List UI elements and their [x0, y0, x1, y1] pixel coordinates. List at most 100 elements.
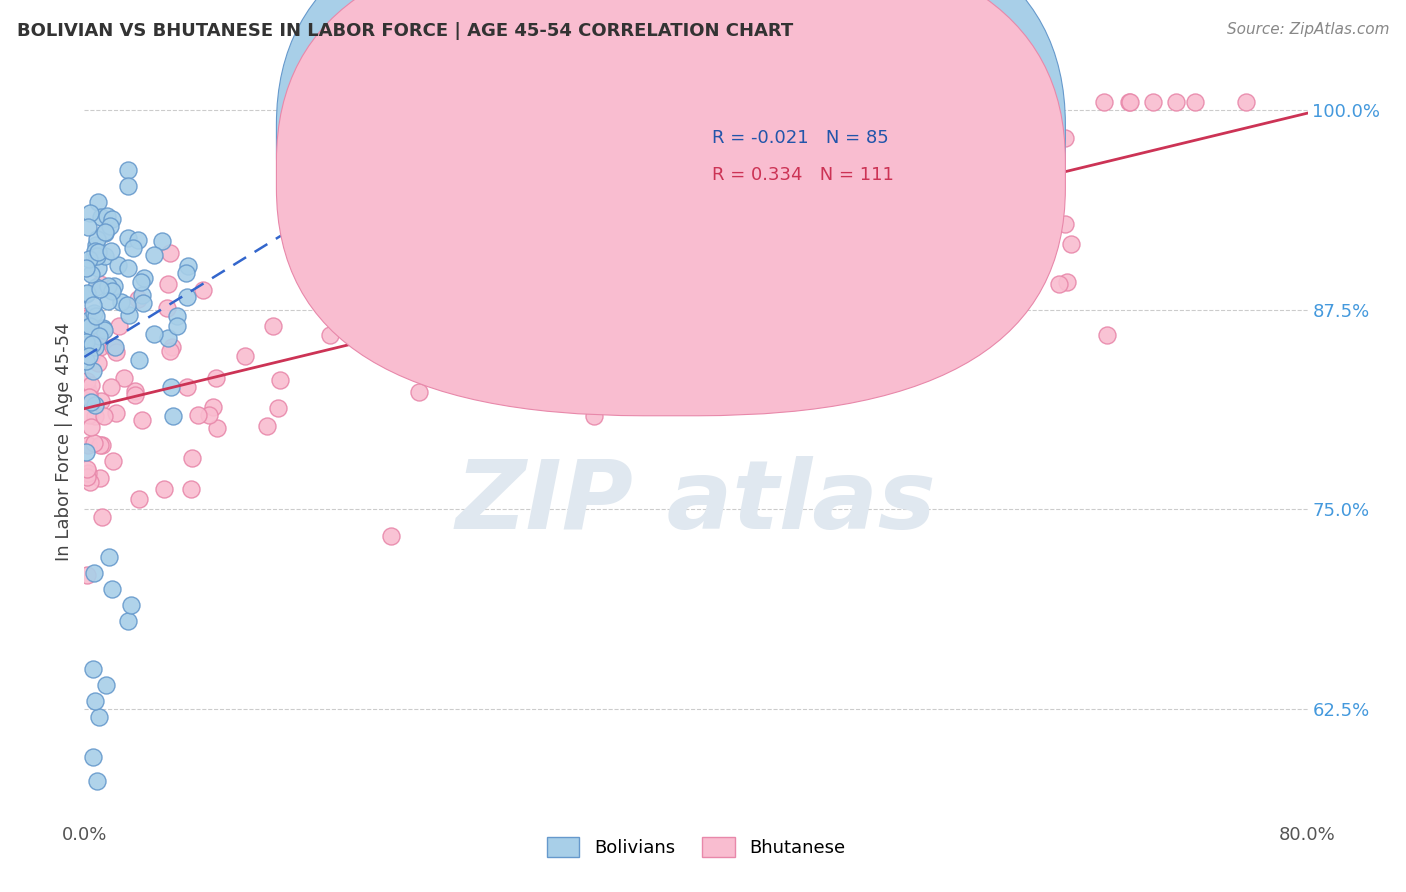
- Point: [87, 329, 110, 343]
- Point: [83, 398, 105, 412]
- Point: [582, 409, 605, 423]
- Point: [1026, 187, 1049, 202]
- Point: [157, 277, 180, 292]
- Point: [235, 349, 257, 363]
- Point: [77, 391, 100, 405]
- Point: [269, 373, 291, 387]
- Point: [94, 226, 117, 240]
- Point: [187, 408, 209, 422]
- Point: [678, 240, 700, 254]
- Point: [267, 401, 290, 416]
- Point: [75, 321, 97, 335]
- Legend: Bolivians, Bhutanese: Bolivians, Bhutanese: [540, 830, 852, 864]
- Point: [127, 293, 149, 307]
- Point: [82, 337, 104, 351]
- Point: [96, 678, 118, 692]
- Point: [115, 297, 138, 311]
- Point: [666, 214, 689, 228]
- Point: [83, 306, 105, 320]
- Point: [83, 436, 105, 450]
- Point: [127, 233, 149, 247]
- Point: [457, 264, 479, 278]
- Point: [77, 252, 100, 267]
- Point: [76, 311, 98, 326]
- Point: [107, 259, 129, 273]
- Text: R = 0.334   N = 111: R = 0.334 N = 111: [711, 166, 894, 184]
- Point: [100, 244, 122, 258]
- Point: [197, 409, 219, 423]
- Point: [84, 238, 107, 252]
- Point: [76, 374, 98, 388]
- Text: R = -0.021   N = 85: R = -0.021 N = 85: [711, 129, 889, 147]
- Point: [75, 261, 97, 276]
- Point: [659, 277, 682, 291]
- Point: [101, 582, 124, 597]
- Point: [77, 438, 100, 452]
- Point: [90, 438, 112, 452]
- Point: [156, 301, 179, 315]
- Point: [117, 231, 139, 245]
- Point: [82, 298, 104, 312]
- Point: [83, 249, 105, 263]
- Point: [76, 380, 98, 394]
- Point: [108, 318, 131, 333]
- Point: [162, 409, 184, 424]
- Point: [180, 450, 202, 465]
- Point: [79, 475, 101, 490]
- Point: [128, 491, 150, 506]
- Point: [122, 241, 145, 255]
- Point: [522, 357, 544, 371]
- Point: [96, 209, 118, 223]
- Point: [91, 321, 114, 335]
- Point: [131, 413, 153, 427]
- Point: [79, 206, 101, 220]
- Point: [75, 286, 97, 301]
- Point: [80, 419, 103, 434]
- Point: [90, 394, 112, 409]
- Point: [1164, 95, 1187, 110]
- Point: [1056, 275, 1078, 289]
- Point: [159, 380, 181, 394]
- Point: [555, 238, 578, 252]
- Point: [79, 319, 101, 334]
- Point: [118, 308, 141, 322]
- Point: [408, 264, 430, 278]
- Point: [117, 260, 139, 275]
- Point: [80, 325, 103, 339]
- Point: [262, 318, 284, 333]
- Point: [863, 254, 886, 268]
- Point: [1043, 155, 1066, 169]
- Point: [89, 277, 111, 292]
- Point: [928, 266, 950, 280]
- Point: [84, 244, 107, 258]
- Point: [1053, 218, 1076, 232]
- Point: [1184, 95, 1206, 110]
- Point: [177, 259, 200, 273]
- Point: [97, 278, 120, 293]
- Point: [84, 309, 107, 323]
- Point: [77, 386, 100, 401]
- Point: [124, 388, 146, 402]
- Point: [143, 326, 166, 341]
- Point: [100, 284, 122, 298]
- Point: [1119, 95, 1142, 110]
- Point: [82, 749, 104, 764]
- Point: [104, 345, 127, 359]
- Point: [953, 240, 976, 254]
- Point: [159, 246, 181, 260]
- Point: [93, 226, 115, 240]
- Point: [124, 384, 146, 398]
- Point: [84, 340, 107, 354]
- Point: [97, 294, 120, 309]
- Point: [678, 235, 700, 249]
- Point: [75, 445, 97, 459]
- Point: [98, 219, 121, 234]
- Point: [76, 470, 98, 484]
- Point: [131, 288, 153, 302]
- Point: [82, 662, 104, 676]
- Point: [76, 285, 98, 300]
- Point: [1011, 141, 1033, 155]
- Point: [1054, 131, 1077, 145]
- Point: [87, 710, 110, 724]
- Point: [84, 280, 107, 294]
